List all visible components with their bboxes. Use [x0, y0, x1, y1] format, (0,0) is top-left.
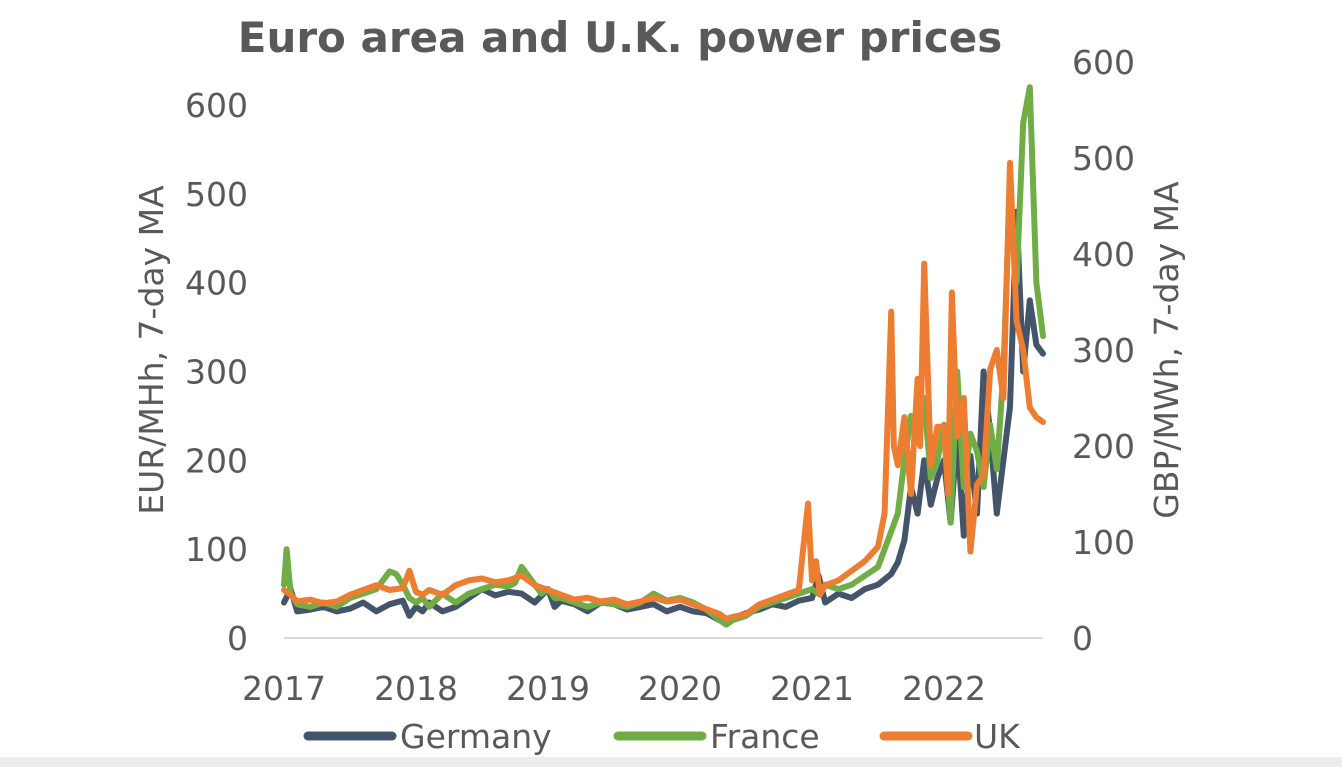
y-tick-right-400: 400 — [1072, 235, 1135, 274]
legend-label-france: France — [710, 717, 820, 756]
y-tick-right-300: 300 — [1072, 331, 1135, 370]
y-axis-right-title: GBP/MWh, 7-day MA — [1147, 181, 1186, 519]
x-tick-2017: 2017 — [242, 669, 326, 708]
y-tick-left-500: 500 — [185, 175, 248, 214]
x-tick-2021: 2021 — [770, 669, 854, 708]
x-tick-2022: 2022 — [902, 669, 986, 708]
y-tick-left-400: 400 — [185, 264, 248, 303]
x-tick-2019: 2019 — [506, 669, 590, 708]
y-axis-right-ticks: 0 100 200 300 400 500 600 — [1072, 43, 1135, 658]
y-tick-right-100: 100 — [1072, 523, 1135, 562]
y-tick-left-300: 300 — [185, 353, 248, 392]
series-layer — [281, 84, 1046, 628]
legend: Germany France UK — [303, 717, 1021, 756]
y-tick-right-200: 200 — [1072, 427, 1135, 466]
y-tick-left-200: 200 — [185, 441, 248, 480]
y-tick-left-100: 100 — [185, 530, 248, 569]
x-tick-2020: 2020 — [638, 669, 722, 708]
y-tick-left-600: 600 — [185, 86, 248, 125]
y-axis-left-ticks: 0 100 200 300 400 500 600 — [185, 86, 248, 658]
x-tick-2018: 2018 — [374, 669, 458, 708]
y-tick-right-500: 500 — [1072, 139, 1135, 178]
series-line-uk — [281, 159, 1046, 622]
footer-band — [0, 757, 1342, 767]
y-axis-left-title: EUR/MHh, 7-day MA — [132, 185, 171, 515]
y-tick-right-0: 0 — [1072, 619, 1093, 658]
y-tick-left-0: 0 — [227, 619, 248, 658]
x-axis-ticks: 2017 2018 2019 2020 2021 2022 — [242, 669, 986, 708]
chart-title: Euro area and U.K. power prices — [238, 13, 1003, 62]
legend-label-uk: UK — [974, 717, 1021, 756]
y-tick-right-600: 600 — [1072, 43, 1135, 82]
legend-label-germany: Germany — [400, 717, 552, 756]
